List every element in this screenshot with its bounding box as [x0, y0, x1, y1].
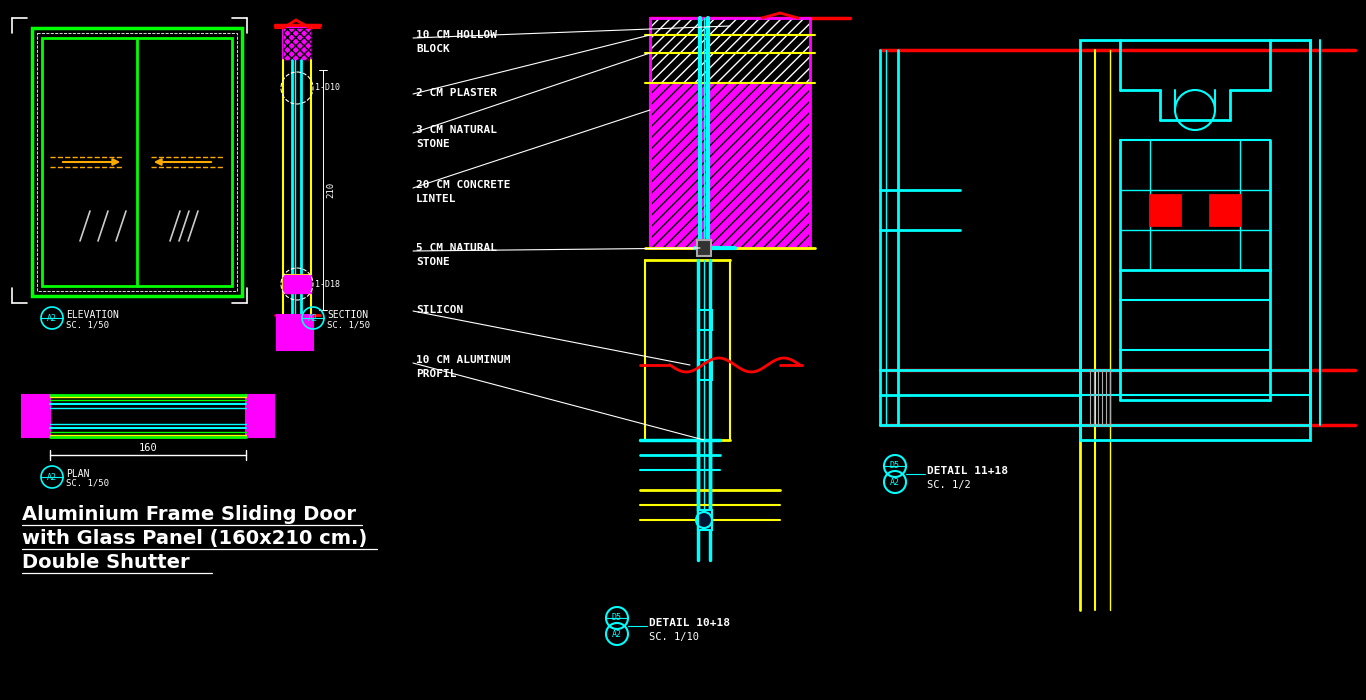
- Text: A2: A2: [612, 630, 622, 639]
- Bar: [698, 310, 712, 330]
- Text: SC. 1/2: SC. 1/2: [928, 480, 971, 490]
- Bar: [650, 83, 810, 248]
- Text: SC. 1/50: SC. 1/50: [326, 320, 370, 329]
- Bar: [42, 38, 232, 286]
- Text: DETAIL 10+18: DETAIL 10+18: [649, 618, 729, 628]
- Text: 10 CM HOLLOW: 10 CM HOLLOW: [417, 30, 497, 40]
- Text: 2 CM PLASTER: 2 CM PLASTER: [417, 88, 497, 98]
- Text: LINTEL: LINTEL: [417, 194, 456, 204]
- Bar: [31, 28, 242, 296]
- Bar: [1210, 195, 1240, 225]
- Text: 160: 160: [138, 443, 157, 453]
- Bar: [22, 395, 51, 437]
- Bar: [283, 275, 311, 293]
- Bar: [650, 18, 810, 248]
- Text: D5: D5: [891, 461, 900, 470]
- Circle shape: [1157, 202, 1173, 218]
- Bar: [283, 28, 311, 60]
- Text: 5 CM NATURAL: 5 CM NATURAL: [417, 243, 497, 253]
- Bar: [698, 510, 712, 530]
- Text: A2: A2: [891, 478, 900, 487]
- Text: ELEVATION: ELEVATION: [66, 310, 119, 320]
- Text: STONE: STONE: [417, 139, 449, 149]
- Text: Aluminium Frame Sliding Door: Aluminium Frame Sliding Door: [22, 505, 357, 524]
- Text: 10 CM ALUMINUM: 10 CM ALUMINUM: [417, 355, 511, 365]
- Bar: [697, 240, 710, 256]
- Bar: [1081, 40, 1310, 440]
- Text: A2: A2: [307, 314, 318, 323]
- Text: 1-D10: 1-D10: [316, 83, 340, 92]
- Text: A2: A2: [46, 473, 57, 482]
- Text: with Glass Panel (160x210 cm.): with Glass Panel (160x210 cm.): [22, 529, 367, 548]
- Text: SILICON: SILICON: [417, 305, 463, 315]
- Text: PROFIL: PROFIL: [417, 369, 456, 379]
- Bar: [246, 395, 275, 437]
- Bar: [650, 83, 810, 248]
- Circle shape: [1217, 202, 1233, 218]
- Text: STONE: STONE: [417, 257, 449, 267]
- Text: PLAN: PLAN: [66, 469, 90, 479]
- Text: SECTION: SECTION: [326, 310, 367, 320]
- Bar: [277, 315, 313, 350]
- Bar: [1150, 195, 1180, 225]
- Text: SC. 1/10: SC. 1/10: [649, 632, 699, 642]
- Bar: [698, 360, 712, 380]
- Text: 210: 210: [326, 182, 335, 198]
- Text: DETAIL 11+18: DETAIL 11+18: [928, 466, 1008, 476]
- Bar: [37, 33, 236, 291]
- Text: 3 CM NATURAL: 3 CM NATURAL: [417, 125, 497, 135]
- Text: SC. 1/50: SC. 1/50: [66, 320, 109, 329]
- Text: D5: D5: [612, 613, 622, 622]
- Bar: [283, 275, 311, 293]
- Bar: [283, 28, 311, 60]
- Text: SC. 1/50: SC. 1/50: [66, 479, 109, 488]
- Text: A2: A2: [46, 314, 57, 323]
- Text: Double Shutter: Double Shutter: [22, 553, 190, 572]
- Text: 1-D18: 1-D18: [316, 280, 340, 289]
- Bar: [650, 18, 810, 83]
- Text: BLOCK: BLOCK: [417, 44, 449, 54]
- Text: 20 CM CONCRETE: 20 CM CONCRETE: [417, 180, 511, 190]
